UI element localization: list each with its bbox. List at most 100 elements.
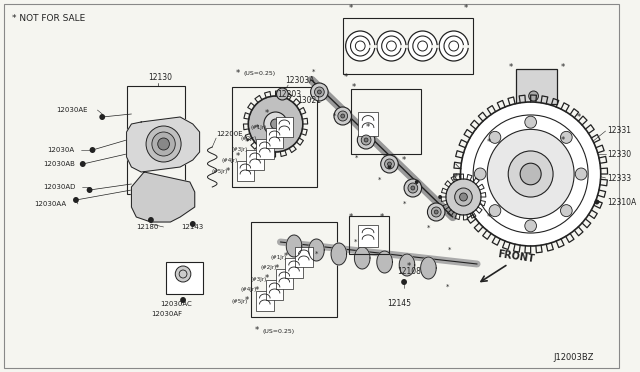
Text: 12303A: 12303A	[285, 76, 315, 84]
Text: 12130: 12130	[148, 73, 172, 81]
Polygon shape	[377, 251, 392, 273]
Text: *: *	[348, 3, 353, 13]
Circle shape	[529, 91, 538, 101]
Circle shape	[152, 132, 175, 156]
Text: *: *	[577, 112, 582, 122]
Circle shape	[388, 162, 392, 166]
Circle shape	[461, 102, 601, 246]
Circle shape	[340, 114, 345, 118]
Circle shape	[460, 193, 467, 201]
Bar	[295, 247, 312, 267]
Circle shape	[248, 96, 303, 152]
Text: *: *	[315, 251, 318, 257]
Text: *: *	[255, 124, 259, 132]
Circle shape	[408, 183, 418, 193]
Circle shape	[561, 131, 572, 143]
Polygon shape	[420, 257, 436, 279]
Text: *: *	[348, 212, 353, 221]
Bar	[276, 269, 293, 289]
Circle shape	[415, 180, 419, 184]
Circle shape	[575, 168, 587, 180]
Circle shape	[80, 161, 86, 167]
Polygon shape	[286, 235, 302, 257]
Text: 12145: 12145	[388, 299, 412, 308]
Circle shape	[146, 126, 181, 162]
Text: (#3Jr): (#3Jr)	[250, 276, 267, 282]
Circle shape	[361, 135, 371, 145]
Circle shape	[271, 119, 280, 129]
Circle shape	[435, 210, 438, 214]
Circle shape	[317, 90, 321, 94]
Text: *: *	[402, 155, 406, 164]
Circle shape	[404, 179, 422, 197]
Text: *: *	[486, 138, 491, 147]
Circle shape	[364, 138, 368, 142]
Text: (#4Jr): (#4Jr)	[241, 288, 257, 292]
Text: *: *	[255, 327, 259, 336]
Circle shape	[190, 221, 196, 227]
Text: *: *	[380, 212, 384, 221]
Polygon shape	[127, 117, 200, 172]
Text: *: *	[446, 284, 449, 290]
Bar	[246, 150, 264, 170]
Circle shape	[525, 220, 536, 232]
Text: (#1Jr): (#1Jr)	[270, 254, 286, 260]
Text: 12108: 12108	[397, 267, 421, 276]
Text: (US=0.25): (US=0.25)	[263, 328, 295, 334]
Polygon shape	[331, 243, 347, 265]
Circle shape	[525, 116, 536, 128]
Circle shape	[148, 217, 154, 223]
Text: *: *	[509, 62, 513, 71]
Text: 12030AE: 12030AE	[56, 107, 88, 113]
Bar	[358, 225, 378, 247]
Circle shape	[338, 111, 348, 121]
Circle shape	[90, 147, 95, 153]
Text: *: *	[354, 239, 357, 245]
Text: *: *	[333, 113, 337, 119]
Bar	[499, 112, 527, 132]
Text: *: *	[265, 109, 269, 118]
Text: *: *	[448, 247, 452, 253]
Text: (#3Jr): (#3Jr)	[231, 147, 247, 151]
Circle shape	[86, 187, 93, 193]
Polygon shape	[308, 239, 324, 261]
Text: *: *	[351, 83, 356, 92]
Bar	[516, 69, 557, 104]
Circle shape	[487, 129, 574, 219]
Circle shape	[357, 131, 375, 149]
Circle shape	[157, 138, 170, 150]
Text: 12180: 12180	[136, 224, 159, 230]
Text: 12200E: 12200E	[216, 131, 243, 137]
Text: *: *	[245, 296, 250, 305]
Circle shape	[334, 107, 351, 125]
Polygon shape	[131, 172, 195, 222]
Circle shape	[454, 188, 472, 206]
Bar	[166, 262, 202, 294]
Text: 12030AB: 12030AB	[43, 161, 75, 167]
Circle shape	[99, 114, 105, 120]
Circle shape	[401, 279, 407, 285]
Text: *: *	[255, 285, 259, 295]
Circle shape	[508, 151, 553, 197]
Circle shape	[264, 112, 287, 136]
Circle shape	[385, 159, 394, 169]
Circle shape	[438, 195, 442, 199]
Circle shape	[388, 165, 392, 169]
Circle shape	[408, 31, 437, 61]
Circle shape	[504, 114, 520, 130]
Text: *: *	[265, 275, 269, 283]
Text: FRONT: FRONT	[497, 250, 535, 264]
Circle shape	[474, 168, 486, 180]
Circle shape	[520, 142, 547, 170]
Text: (#5Jr): (#5Jr)	[231, 298, 247, 304]
Circle shape	[310, 83, 328, 101]
Text: *: *	[226, 167, 230, 176]
Text: 12030AD: 12030AD	[43, 184, 76, 190]
Bar	[358, 112, 378, 136]
Text: *: *	[486, 212, 491, 221]
Circle shape	[561, 205, 572, 217]
Text: *: *	[344, 73, 348, 81]
Text: *: *	[236, 68, 240, 77]
Circle shape	[595, 199, 599, 205]
Text: 12143: 12143	[182, 224, 204, 230]
